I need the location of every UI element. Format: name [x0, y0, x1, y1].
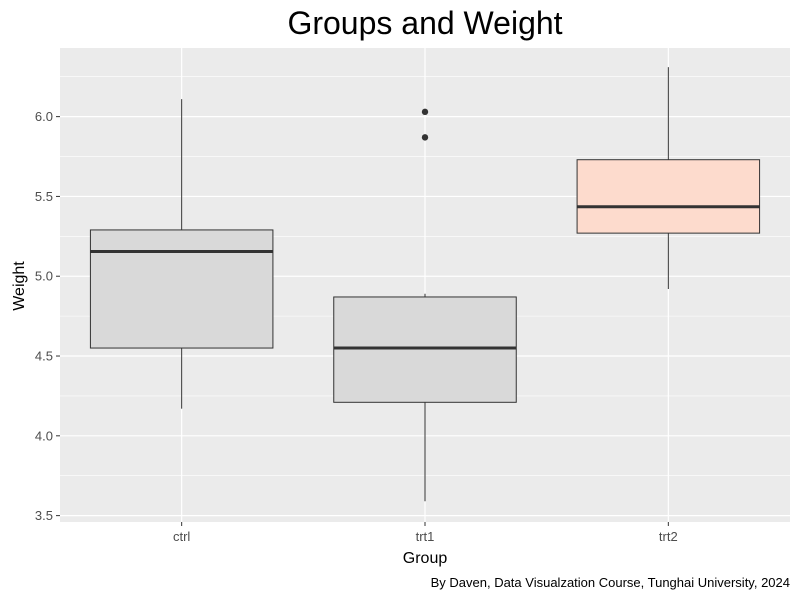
- chart-title: Groups and Weight: [287, 5, 562, 41]
- boxes: [89, 67, 761, 502]
- outlier-point: [421, 108, 429, 116]
- outlier-point: [421, 134, 429, 141]
- y-axis-ticks: 3.5 4.0 4.5 5.0 5.5 6.0: [35, 109, 60, 523]
- y-tick-label: 3.5: [35, 508, 53, 523]
- y-axis-title: Weight: [11, 261, 28, 311]
- y-tick-label: 5.5: [35, 189, 53, 204]
- box-iqr: [333, 296, 517, 403]
- y-tick-label: 4.5: [35, 349, 53, 364]
- x-axis-ticks: ctrl trt1 trt2: [173, 522, 678, 544]
- box-trt1: [333, 108, 517, 502]
- y-tick-label: 5.0: [35, 269, 53, 284]
- y-tick-label: 6.0: [35, 109, 53, 124]
- x-tick-label: trt2: [659, 529, 678, 544]
- box-iqr: [89, 229, 274, 349]
- chart-caption: By Daven, Data Visualzation Course, Tung…: [431, 575, 790, 590]
- box-iqr: [576, 159, 761, 234]
- y-tick-label: 4.0: [35, 428, 53, 443]
- box-ctrl: [89, 99, 274, 409]
- x-tick-label: trt1: [416, 529, 435, 544]
- x-axis-title: Group: [403, 550, 448, 567]
- box-trt2: [576, 67, 761, 289]
- x-tick-label: ctrl: [173, 529, 190, 544]
